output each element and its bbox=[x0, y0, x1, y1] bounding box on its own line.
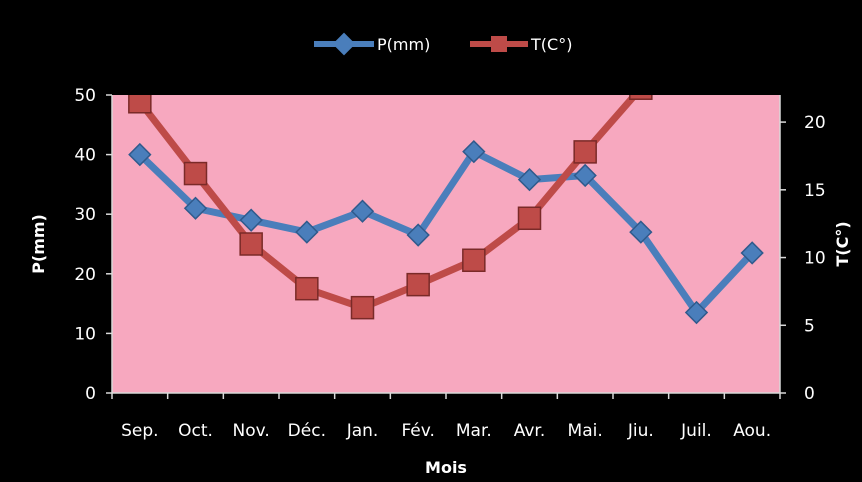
series-t-point bbox=[517, 206, 542, 231]
series-p-point bbox=[295, 220, 319, 244]
series-t-point bbox=[573, 140, 597, 164]
y2-tick-label: 5 bbox=[804, 316, 815, 336]
x-tick-label: Jan. bbox=[346, 421, 379, 441]
x-tick-label: Sep. bbox=[121, 421, 158, 441]
series-p-point bbox=[740, 241, 764, 265]
series-p-point bbox=[128, 142, 152, 167]
series-t-point bbox=[406, 272, 430, 297]
series-t-point bbox=[350, 295, 375, 320]
x-tick-label: Mai. bbox=[568, 421, 603, 441]
series-p-point bbox=[350, 199, 375, 223]
y-axis-title: P(mm) bbox=[29, 214, 48, 274]
x-tick-label: Nov. bbox=[233, 421, 270, 441]
y-tick-label: 20 bbox=[74, 265, 96, 285]
y2-tick-label: 10 bbox=[804, 249, 826, 269]
x-tick-label: Oct. bbox=[178, 421, 213, 441]
series-p-point bbox=[462, 139, 486, 164]
series-p-point bbox=[239, 208, 263, 232]
y2-axis-title: T(C°) bbox=[833, 221, 852, 266]
axes bbox=[106, 94, 786, 399]
y-tick-label: 10 bbox=[74, 324, 96, 344]
legend-p-label: P(mm) bbox=[377, 35, 430, 54]
y-tick-label: 50 bbox=[74, 86, 96, 106]
legend-item-t: T(C°) bbox=[470, 35, 572, 54]
series-t-point bbox=[462, 248, 486, 273]
plot-area bbox=[112, 95, 780, 393]
x-tick-label: Jiu. bbox=[627, 421, 654, 441]
series-t-point bbox=[239, 232, 263, 256]
series-t-point bbox=[183, 161, 208, 186]
legend-t-label: T(C°) bbox=[530, 35, 572, 54]
series-p-point bbox=[406, 223, 430, 247]
series-p-point bbox=[183, 196, 208, 220]
series-p-point bbox=[684, 300, 709, 325]
series-t-point bbox=[128, 95, 152, 114]
series-p-point bbox=[517, 167, 542, 192]
x-tick-label: Déc. bbox=[288, 421, 326, 441]
y-tick-label: 0 bbox=[85, 384, 96, 404]
series-p-point bbox=[573, 163, 597, 188]
series-layer bbox=[128, 95, 764, 325]
y-tick-label: 30 bbox=[74, 205, 96, 225]
series-t-point bbox=[629, 95, 653, 100]
y2-tick-label: 15 bbox=[804, 181, 826, 201]
legend-t-square-icon bbox=[491, 36, 507, 52]
x-tick-label: Avr. bbox=[514, 421, 546, 441]
x-tick-label: Aou. bbox=[733, 421, 771, 441]
series-t-point bbox=[295, 276, 319, 301]
y-tick-label: 40 bbox=[74, 146, 96, 166]
labels-layer: 0 10 20 30 40 50 0 5 10 15 20 Sep. Oct. Nov. Déc. Jan. F… bbox=[74, 86, 825, 441]
y2-tick-label: 20 bbox=[804, 113, 826, 133]
x-tick-label: Mar. bbox=[456, 421, 492, 441]
x-tick-label: Fév. bbox=[401, 421, 434, 441]
x-tick-label: Juil. bbox=[680, 421, 712, 441]
x-axis-title: Mois bbox=[425, 458, 467, 477]
series-p-point bbox=[629, 220, 653, 244]
y2-tick-label: 0 bbox=[804, 384, 815, 404]
